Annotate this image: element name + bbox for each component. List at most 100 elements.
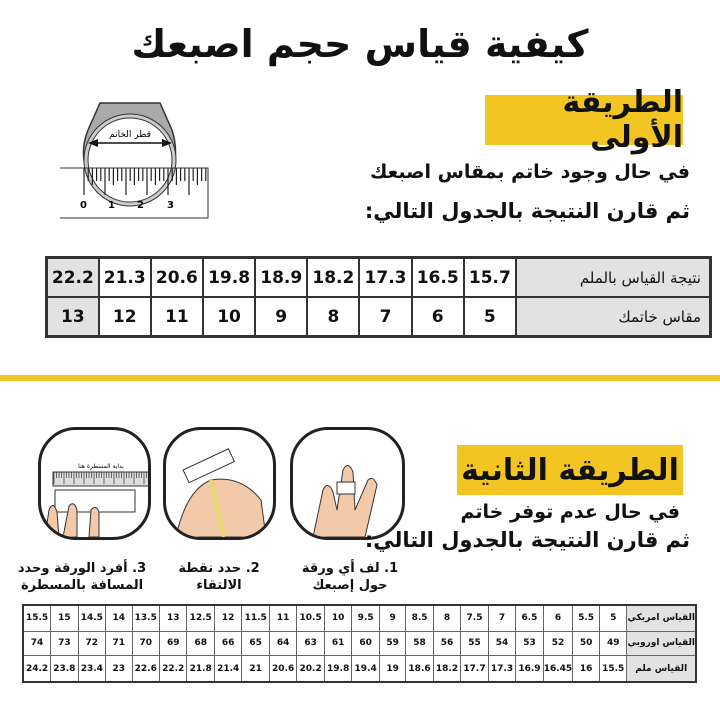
ring-size-table: نتيجة القياس بالملم 15.7 16.5 17.3 18.2 18.9 1… bbox=[45, 256, 712, 338]
table-cell: 13 bbox=[158, 604, 188, 632]
table-cell: 65 bbox=[241, 630, 270, 657]
table-cell: 11 bbox=[149, 296, 204, 338]
table-cell: 8 bbox=[432, 604, 462, 632]
table-cell: 5 bbox=[462, 296, 517, 338]
table-cell: 61 bbox=[323, 630, 353, 657]
table-cell: 7.5 bbox=[460, 604, 489, 632]
row-header: مقاس خاتمك bbox=[514, 296, 712, 338]
table-cell: 8 bbox=[306, 296, 361, 338]
method1-line2: ثم قارن النتيجة بالجدول التالي: bbox=[364, 199, 690, 223]
table-cell: 5 bbox=[598, 604, 628, 632]
table-cell: 6 bbox=[542, 604, 574, 632]
table-cell: 21.3 bbox=[97, 256, 152, 298]
table-cell: 14 bbox=[105, 604, 133, 632]
table-cell: 8.5 bbox=[405, 604, 434, 632]
step3-text: 3. أفرد الورقة وحدد المسافة بالمسطرة bbox=[17, 561, 147, 593]
method1-heading: الطريقة الأولى bbox=[485, 85, 683, 155]
table-cell: 11 bbox=[268, 604, 298, 632]
table-cell: 53 bbox=[515, 630, 544, 657]
table-cell: 9 bbox=[254, 296, 309, 338]
table-cell: 7 bbox=[358, 296, 413, 338]
table-cell: 22.2 bbox=[45, 256, 100, 298]
table-row: مقاس خاتمك 5 6 7 8 9 10 11 12 13 bbox=[45, 296, 712, 338]
table-cell: 24.2 bbox=[22, 655, 52, 683]
table-row: نتيجة القياس بالملم 15.7 16.5 17.3 18.2 18.9 1… bbox=[45, 256, 712, 298]
step3-illustration: بداية المسطرة هنا bbox=[38, 427, 151, 540]
table-cell: 23 bbox=[105, 655, 133, 683]
table-cell: 18.2 bbox=[432, 655, 462, 683]
table-cell: 15.5 bbox=[22, 604, 52, 632]
table-row: القياس ملم 15.5 16 16.45 16.9 17.3 17.7 18.2 18.… bbox=[22, 655, 697, 683]
table-cell: 6.5 bbox=[515, 604, 544, 632]
table-cell: 49 bbox=[598, 630, 628, 657]
table-cell: 12 bbox=[213, 604, 243, 632]
row-header: نتيجة القياس بالملم bbox=[514, 256, 712, 298]
table-cell: 23.8 bbox=[50, 655, 79, 683]
table-cell: 9.5 bbox=[351, 604, 380, 632]
table-cell: 71 bbox=[105, 630, 133, 657]
table-cell: 20.6 bbox=[149, 256, 204, 298]
table-cell: 17.3 bbox=[358, 256, 413, 298]
table-cell: 15 bbox=[50, 604, 79, 632]
tick-label: 1 bbox=[108, 200, 115, 211]
table-cell: 16.45 bbox=[542, 655, 574, 683]
table-cell: 52 bbox=[542, 630, 574, 657]
table-cell: 73 bbox=[50, 630, 79, 657]
table-cell: 21.4 bbox=[213, 655, 243, 683]
method2-line2: ثم قارن النتيجة بالجدول التالي: bbox=[364, 528, 690, 552]
table-cell: 15.7 bbox=[462, 256, 517, 298]
table-cell: 7 bbox=[487, 604, 517, 632]
tick-label: 0 bbox=[80, 200, 87, 211]
table-row: القياس امريكي 5 5.5 6 6.5 7 7.5 8 8.5 9 9.5 10 10.5 1… bbox=[22, 604, 697, 632]
table-cell: 15.5 bbox=[598, 655, 628, 683]
table-cell: 70 bbox=[131, 630, 160, 657]
table-cell: 10 bbox=[323, 604, 353, 632]
table-row: القياس اوروبي 49 50 52 53 54 55 56 58 59 60 61 63 64 6… bbox=[22, 630, 697, 657]
method1-line1: في حال وجود خاتم بمقاس اصبعك bbox=[369, 161, 690, 183]
table-cell: 23.4 bbox=[77, 655, 107, 683]
table-cell: 5.5 bbox=[572, 604, 600, 632]
table-cell: 14.5 bbox=[77, 604, 107, 632]
page-title: كيفية قياس حجم اصبعك bbox=[131, 22, 589, 66]
table-cell: 66 bbox=[213, 630, 243, 657]
row-header: القياس امريكي bbox=[626, 604, 697, 632]
table-cell: 72 bbox=[77, 630, 107, 657]
table-cell: 19 bbox=[378, 655, 407, 683]
table-cell: 12.5 bbox=[186, 604, 215, 632]
row-header: القياس ملم bbox=[626, 655, 697, 683]
table-cell: 10.5 bbox=[296, 604, 325, 632]
table-cell: 50 bbox=[572, 630, 600, 657]
ring-ruler-illustration: قطر الخاتم 0 1 2 3 bbox=[57, 95, 210, 220]
method2-heading: الطريقة الثانية bbox=[457, 445, 683, 495]
step2-illustration bbox=[163, 427, 276, 540]
table-cell: 56 bbox=[432, 630, 462, 657]
section-divider bbox=[0, 375, 720, 381]
table-cell: 64 bbox=[268, 630, 298, 657]
table-cell: 16.9 bbox=[515, 655, 544, 683]
table-cell: 12 bbox=[97, 296, 152, 338]
tick-label: 3 bbox=[167, 200, 174, 211]
table-cell: 18.2 bbox=[306, 256, 361, 298]
step1-text: 1. لف أي ورقة حول إصبعك bbox=[301, 561, 399, 593]
table-cell: 68 bbox=[186, 630, 215, 657]
table-cell: 20.6 bbox=[268, 655, 298, 683]
table-cell: 10 bbox=[201, 296, 257, 338]
diameter-label: قطر الخاتم bbox=[109, 130, 151, 140]
tick-label: 2 bbox=[137, 200, 144, 211]
table-cell: 16 bbox=[572, 655, 600, 683]
table-cell: 18.6 bbox=[405, 655, 434, 683]
row-header: القياس اوروبي bbox=[626, 630, 697, 657]
table-cell: 63 bbox=[296, 630, 325, 657]
table-cell: 54 bbox=[487, 630, 517, 657]
table-cell: 74 bbox=[22, 630, 52, 657]
table-cell: 13.5 bbox=[131, 604, 160, 632]
table-cell: 69 bbox=[158, 630, 188, 657]
table-cell: 20.2 bbox=[296, 655, 325, 683]
step1-illustration bbox=[290, 427, 405, 540]
table-cell: 17.7 bbox=[460, 655, 489, 683]
table-cell: 22.6 bbox=[131, 655, 160, 683]
method2-line1: في حال عدم توفر خاتم bbox=[460, 501, 680, 523]
table-cell: 6 bbox=[410, 296, 465, 338]
table-cell: 11.5 bbox=[241, 604, 270, 632]
step2-text: 2. حدد نقطة الالتقاء bbox=[178, 561, 260, 593]
